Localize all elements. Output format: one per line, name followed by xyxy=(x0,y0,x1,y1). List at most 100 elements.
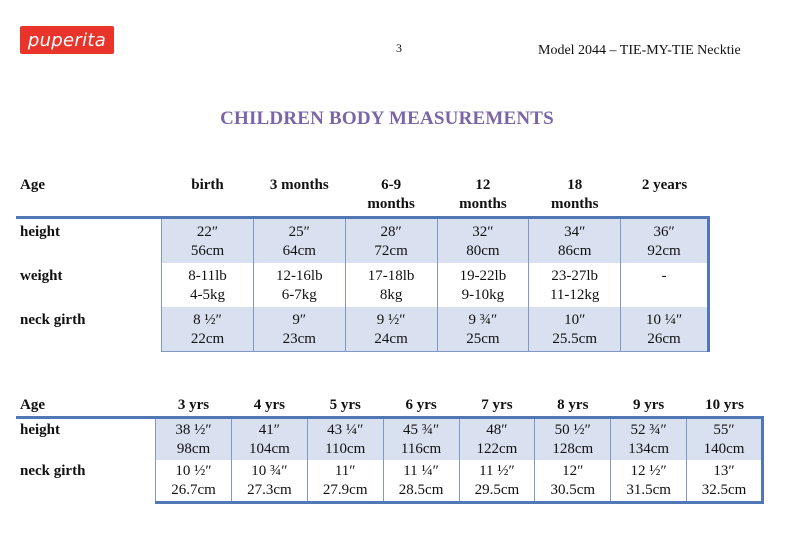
cell: 104cm xyxy=(230,440,308,460)
cell: 110cm xyxy=(306,440,384,460)
cell: 72cm xyxy=(344,242,437,263)
cell: 9 ¾″ xyxy=(436,307,529,330)
measurements-table-infant: Age birth 3 months 6-9 months 12 months 18… xyxy=(16,175,710,352)
column-header: 3 yrs xyxy=(177,397,210,413)
column-header: birth xyxy=(191,177,224,193)
page-title: CHILDREN BODY MEASUREMENTS xyxy=(220,108,554,129)
cell: 23-27lb xyxy=(528,263,621,286)
cell: 13″ xyxy=(686,460,764,481)
column-header: 8 yrs xyxy=(557,397,589,413)
cell: 32″ xyxy=(436,217,529,242)
cell: 36″ xyxy=(620,217,710,242)
column-header: 10 yrs xyxy=(705,397,744,413)
cell: 10 ¾″ xyxy=(230,460,308,481)
cell: 45 ¾″ xyxy=(382,417,459,440)
cell: 6-7kg xyxy=(252,286,346,307)
cell: 98cm xyxy=(155,440,232,460)
table-header-row: Age 3 yrs 4 yrs 5 yrs 6 yrs 7 yrs 8 yrs … xyxy=(16,396,763,418)
cell: 32.5cm xyxy=(686,481,764,504)
cell: 26cm xyxy=(620,330,710,352)
table-header-row: Age birth 3 months 6-9 months 12 months 18… xyxy=(16,175,709,218)
cell: 55″ xyxy=(686,417,764,440)
logo-text: puperita xyxy=(27,29,107,51)
column-header: 9 yrs xyxy=(633,397,665,413)
table-row-height: height 22″ 25″ 28″ 32″ 34″ 36″ xyxy=(16,217,710,242)
cell: 8 ½″ xyxy=(161,307,254,330)
cell: 10″ xyxy=(528,307,621,330)
cell: 24cm xyxy=(344,330,437,352)
brand-logo: puperita xyxy=(20,26,114,54)
cell: 25.5cm xyxy=(528,330,621,352)
table-row-neck-girth: neck girth 10 ½″ 10 ¾″ 11″ 11 ¼″ 11 ½″ 1… xyxy=(16,460,764,481)
cell: 25cm xyxy=(436,330,529,352)
table-row-height-metric: 98cm 104cm 110cm 116cm 122cm 128cm 134cm… xyxy=(16,440,764,460)
column-header: 4 yrs xyxy=(253,397,285,413)
table-row-height-metric: 56cm 64cm 72cm 80cm 86cm 92cm xyxy=(16,242,710,263)
column-header: 7 yrs xyxy=(481,397,513,413)
row-label: height xyxy=(20,422,61,438)
column-header: 12 months xyxy=(459,177,507,212)
cell: 92cm xyxy=(620,242,710,263)
cell: 26.7cm xyxy=(155,481,232,504)
column-header: 2 years xyxy=(641,177,688,193)
cell: 22″ xyxy=(161,217,254,242)
age-header: Age xyxy=(20,177,45,193)
cell: 27.9cm xyxy=(306,481,384,504)
cell: 23cm xyxy=(252,330,346,352)
cell: 12-16lb xyxy=(252,263,346,286)
table-row-neck-girth-metric: 26.7cm 27.3cm 27.9cm 28.5cm 29.5cm 30.5c… xyxy=(16,481,764,504)
cell: 48″ xyxy=(458,417,535,440)
cell: - xyxy=(620,263,710,286)
cell: 31.5cm xyxy=(610,481,687,504)
cell xyxy=(620,286,710,307)
cell: 25″ xyxy=(252,217,346,242)
cell: 27.3cm xyxy=(230,481,308,504)
cell: 34″ xyxy=(528,217,621,242)
cell: 11 ½″ xyxy=(458,460,535,481)
row-label: neck girth xyxy=(20,312,86,328)
cell: 56cm xyxy=(161,242,254,263)
cell: 38 ½″ xyxy=(155,417,232,440)
cell: 11-12kg xyxy=(528,286,621,307)
cell: 128cm xyxy=(534,440,611,460)
cell: 80cm xyxy=(436,242,529,263)
cell: 8-11lb xyxy=(161,263,254,286)
column-header: 6-9 months xyxy=(367,177,415,212)
column-header: 5 yrs xyxy=(329,397,361,413)
cell: 43 ¼″ xyxy=(306,417,384,440)
age-header: Age xyxy=(20,397,45,413)
cell: 29.5cm xyxy=(458,481,535,504)
row-label: height xyxy=(20,224,61,240)
table-row-height: height 38 ½″ 41″ 43 ¼″ 45 ¾″ 48″ 50 ½″ 5… xyxy=(16,417,764,440)
cell: 134cm xyxy=(610,440,687,460)
row-label: weight xyxy=(20,268,63,284)
cell: 28.5cm xyxy=(382,481,459,504)
table-row-weight-metric: 4-5kg 6-7kg 8kg 9-10kg 11-12kg xyxy=(16,286,710,307)
cell: 50 ½″ xyxy=(534,417,611,440)
cell: 12″ xyxy=(534,460,611,481)
cell: 10 ¼″ xyxy=(620,307,710,330)
cell: 122cm xyxy=(458,440,535,460)
table-row-neck-girth-metric: 22cm 23cm 24cm 25cm 25.5cm 26cm xyxy=(16,330,710,352)
cell: 8kg xyxy=(344,286,437,307)
table-row-neck-girth: neck girth 8 ½″ 9″ 9 ½″ 9 ¾″ 10″ 10 ¼″ xyxy=(16,307,710,330)
column-header: 18 months xyxy=(550,177,599,212)
cell: 30.5cm xyxy=(534,481,611,504)
cell: 11 ¼″ xyxy=(382,460,459,481)
cell: 11″ xyxy=(306,460,384,481)
cell: 22cm xyxy=(161,330,254,352)
measurements-table-children: Age 3 yrs 4 yrs 5 yrs 6 yrs 7 yrs 8 yrs … xyxy=(16,396,764,504)
cell: 17-18lb xyxy=(344,263,437,286)
cell: 140cm xyxy=(686,440,764,460)
cell: 12 ½″ xyxy=(610,460,687,481)
cell: 19-22lb xyxy=(436,263,529,286)
cell: 10 ½″ xyxy=(155,460,232,481)
cell: 28″ xyxy=(344,217,437,242)
cell: 4-5kg xyxy=(161,286,254,307)
model-name: Model 2044 – TIE-MY-TIE Necktie xyxy=(538,43,741,58)
table-row-weight: weight 8-11lb 12-16lb 17-18lb 19-22lb 23… xyxy=(16,263,710,286)
cell: 9-10kg xyxy=(436,286,529,307)
cell: 9″ xyxy=(252,307,346,330)
cell: 41″ xyxy=(230,417,308,440)
cell: 64cm xyxy=(252,242,346,263)
